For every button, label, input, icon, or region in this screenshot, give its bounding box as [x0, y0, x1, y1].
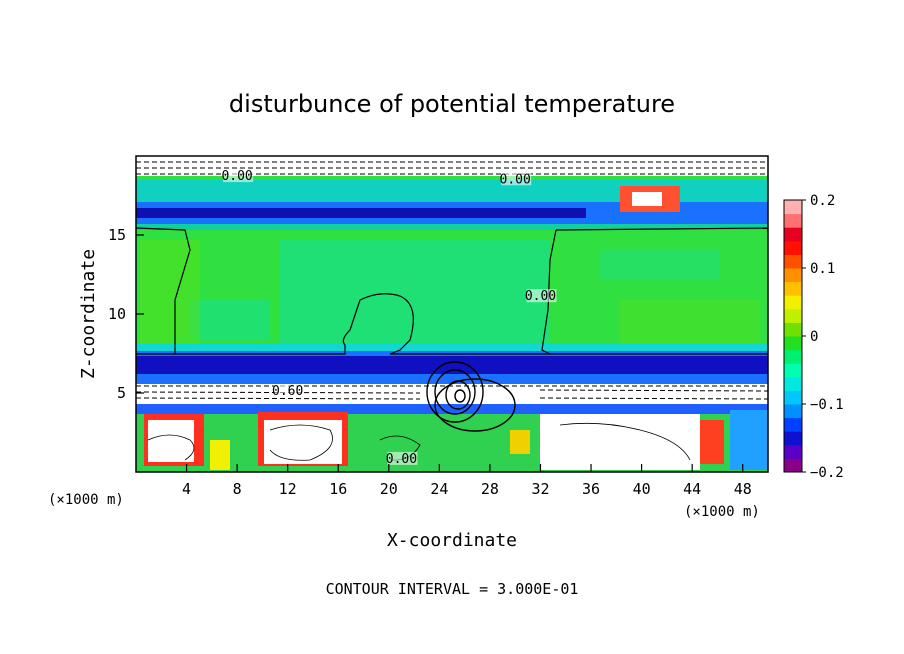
- contour-labels: 0.00 0.00 0.60 0.00 0.00: [221, 169, 557, 467]
- x-tick-label: 48: [734, 480, 752, 498]
- colorbar-swatch: [784, 213, 802, 228]
- x-tick-label: 44: [683, 480, 701, 498]
- colorbar-swatch: [784, 349, 802, 364]
- boundary-yellow-a: [210, 440, 230, 470]
- cyan-patch-mid: [280, 240, 550, 350]
- x-tick-label: 32: [531, 480, 549, 498]
- y-axis: 5 10 15: [108, 226, 144, 402]
- x-axis-unit-right: (×1000 m): [684, 504, 760, 520]
- colorbar-swatch: [784, 431, 802, 446]
- boundary-white-layer: [136, 384, 768, 404]
- colorbar-swatch: [784, 417, 802, 432]
- colorbar-tick-label: 0.1: [810, 261, 835, 277]
- chart-title: disturbunce of potential temperature: [229, 90, 675, 118]
- boundary-white-mid: [264, 420, 342, 464]
- contour-cluster: [426, 361, 516, 432]
- y-axis-label: Z-coordinate: [78, 249, 99, 379]
- colorbar-swatch: [784, 227, 802, 242]
- colorbar-swatch: [784, 268, 802, 283]
- contour-label: 0.00: [500, 172, 531, 187]
- colorbar-swatch: [784, 376, 802, 391]
- contour-label-bg: [223, 169, 254, 183]
- contour-label: 0.00: [221, 169, 252, 184]
- colorbar-swatch: [784, 240, 802, 255]
- lower-blue-band-core: [136, 356, 768, 374]
- x-tick-label: 40: [633, 480, 651, 498]
- x-axis: 4 8 12 16 20 24 28 32 36 40 44 48: [182, 464, 752, 498]
- colorbar-swatch: [784, 308, 802, 323]
- contour-label: 0.00: [386, 452, 417, 467]
- colorbar-swatch: [784, 444, 802, 459]
- colorbar-swatch: [784, 363, 802, 378]
- x-axis-label: X-coordinate: [387, 530, 517, 551]
- boundary-contours: [147, 422, 691, 461]
- colorbar-tick-label: 0: [810, 329, 818, 345]
- colorbar-swatch: [784, 390, 802, 405]
- x-tick-label: 16: [329, 480, 347, 498]
- zero-contours: [135, 227, 769, 355]
- x-tick-label: 24: [430, 480, 448, 498]
- x-tick-label: 20: [380, 480, 398, 498]
- contour-label: 0.60: [272, 384, 303, 399]
- x-tick-label: 8: [233, 480, 242, 498]
- upper-blue-band-core: [136, 208, 586, 218]
- contour-label-bg: [526, 289, 557, 303]
- colorbar-swatch: [784, 404, 802, 419]
- colorbar-swatch: [784, 254, 802, 269]
- lower-cyan-edge: [136, 344, 768, 351]
- colorbar-swatch: [784, 200, 802, 215]
- top-white-patch: [632, 192, 662, 206]
- colorbar-swatch: [784, 458, 802, 473]
- contour-label-bg: [387, 451, 418, 465]
- x-tick-label: 36: [582, 480, 600, 498]
- x-tick-label: 12: [279, 480, 297, 498]
- contour-label-bg: [501, 172, 532, 186]
- colorbar-tick-label: −0.2: [810, 465, 844, 481]
- upper-green: [136, 224, 768, 230]
- colorbar-swatch: [784, 295, 802, 310]
- colorbar-swatch: [784, 322, 802, 337]
- cyan-patch-right: [600, 250, 720, 280]
- contour-interval-footer: CONTOUR INTERVAL = 3.000E-01: [326, 580, 579, 598]
- x-tick-label: 28: [481, 480, 499, 498]
- boundary-red-right: [700, 420, 724, 464]
- y-tick-label: 5: [117, 384, 126, 402]
- colorbar: 0.2 0.1 0 −0.1 −0.2: [783, 193, 844, 481]
- contour-label-bg: [273, 384, 304, 397]
- boundary-yellow-b: [510, 430, 530, 454]
- contour-label: 0.00: [525, 289, 556, 304]
- colorbar-swatch: [784, 336, 802, 351]
- boundary-white-left: [148, 420, 194, 462]
- x-axis-unit-left: (×1000 m): [48, 492, 124, 508]
- green-bright-left: [140, 240, 200, 350]
- boundary-blue-right: [730, 410, 768, 470]
- plot-area: 0.00 0.00 0.60 0.00 0.00: [135, 155, 769, 473]
- green-bright-right: [620, 300, 760, 350]
- boundary-white-right: [540, 414, 700, 470]
- boundary-blue-strip: [136, 404, 768, 414]
- y-tick-label: 15: [108, 226, 126, 244]
- colorbar-swatch: [784, 281, 802, 296]
- colorbar-tick-label: −0.1: [810, 397, 844, 413]
- upper-cyan-band: [136, 180, 768, 202]
- top-white-layer: [136, 156, 768, 176]
- colorbar-tick-label: 0.2: [810, 193, 835, 209]
- y-tick-label: 10: [108, 305, 126, 323]
- x-tick-label: 4: [182, 480, 191, 498]
- cyan-patch-left: [190, 300, 270, 340]
